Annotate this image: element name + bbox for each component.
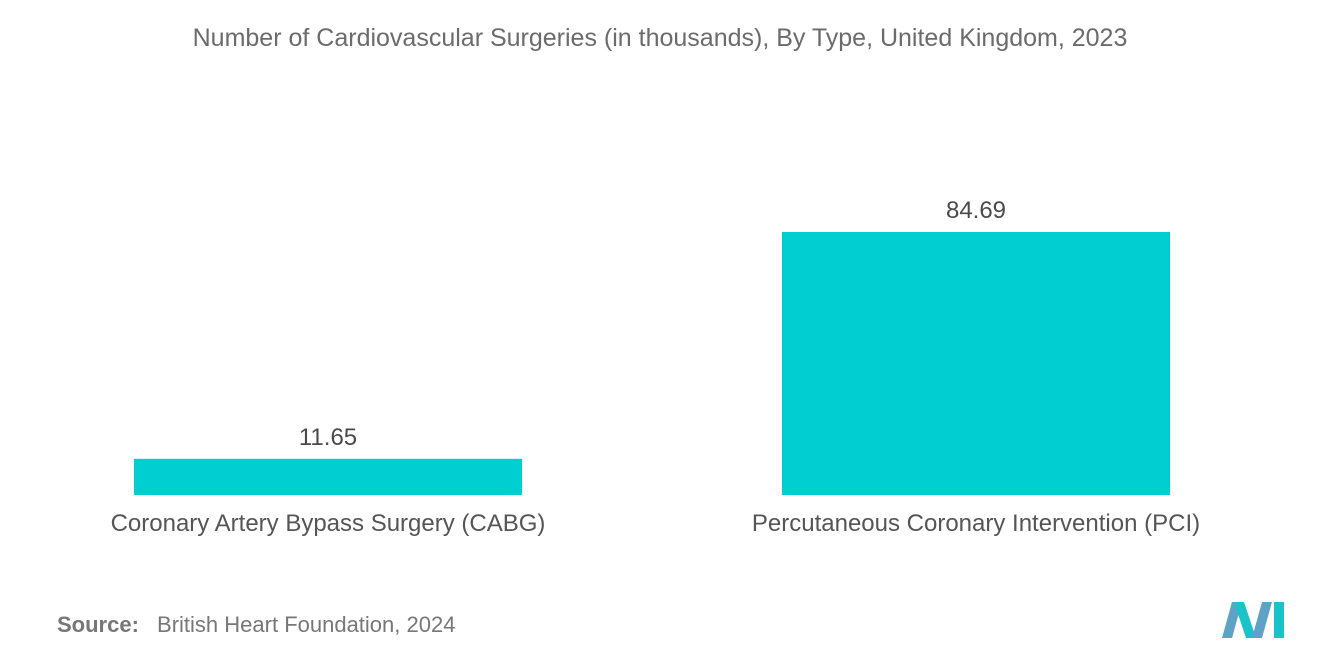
category-label: Percutaneous Coronary Intervention (PCI) bbox=[752, 510, 1200, 537]
value-label: 84.69 bbox=[946, 197, 1006, 224]
bar-pci bbox=[782, 232, 1170, 495]
source-label: Source: bbox=[57, 612, 139, 637]
bar-cabg bbox=[134, 458, 522, 495]
category-labels-group: Coronary Artery Bypass Surgery (CABG) Per… bbox=[111, 510, 1201, 537]
bars-group bbox=[134, 232, 1170, 495]
source-text: British Heart Foundation, 2024 bbox=[157, 612, 456, 637]
source-note: Source: British Heart Foundation, 2024 bbox=[57, 612, 455, 638]
value-label: 11.65 bbox=[299, 424, 357, 451]
value-labels-group: 11.65 84.69 bbox=[299, 197, 1006, 451]
chart-title: Number of Cardiovascular Surgeries (in t… bbox=[192, 24, 1128, 52]
category-label: Coronary Artery Bypass Surgery (CABG) bbox=[111, 510, 546, 537]
mordor-intelligence-logo-icon bbox=[1222, 602, 1284, 638]
